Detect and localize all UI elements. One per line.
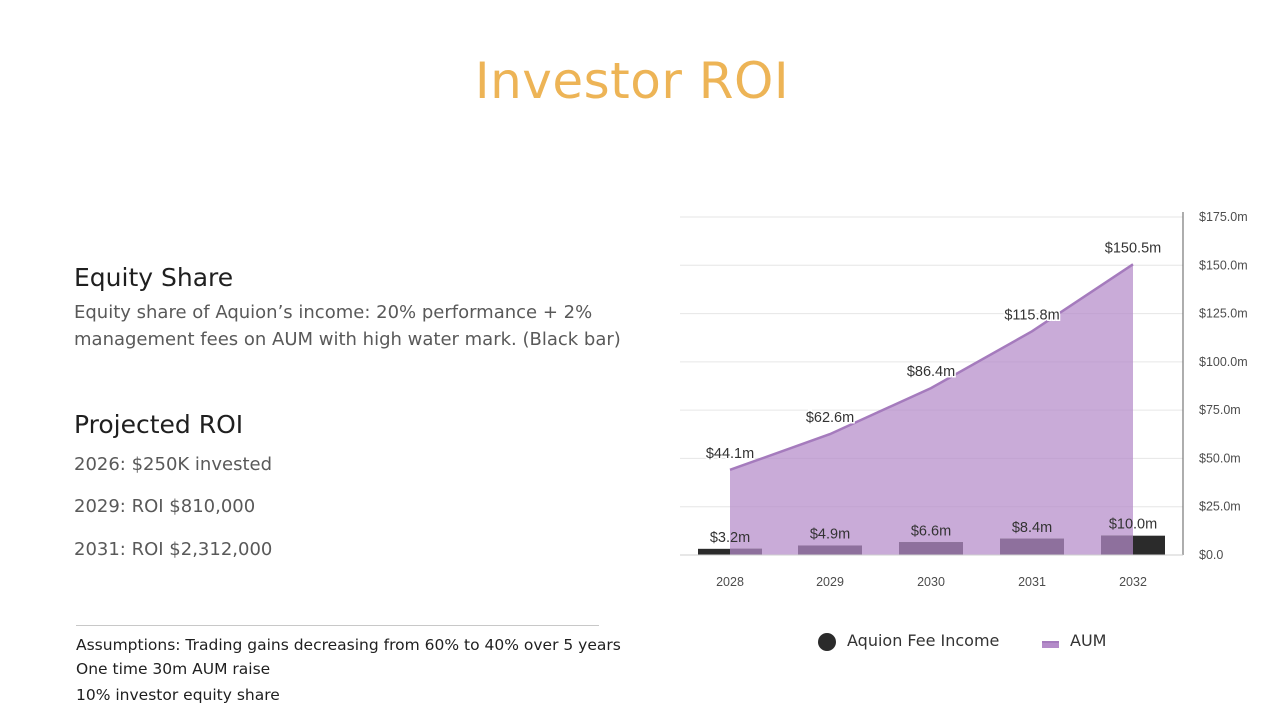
x-tick-label: 2031 (1018, 575, 1046, 589)
roi-line-2031: 2031: ROI $2,312,000 (74, 539, 273, 560)
aum-line (729, 263, 1134, 472)
y-tick-label: $175.0m (1199, 210, 1248, 224)
assumption-equity-share: 10% investor equity share (76, 686, 280, 704)
fee-income-data-label: $6.6m (911, 523, 951, 539)
fee-income-data-label: $4.9m (810, 527, 850, 543)
x-tick-label: 2032 (1119, 575, 1147, 589)
aum-area (730, 264, 1133, 555)
y-tick-label: $100.0m (1199, 355, 1248, 369)
fee-income-bar-overlay (899, 542, 963, 555)
aum-data-label: $150.5m (1105, 240, 1161, 256)
projected-roi-heading: Projected ROI (74, 410, 244, 439)
fee-income-bar-overlay (1000, 538, 1064, 555)
roi-chart: $0.0 $25.0m $50.0m $75.0m $100.0m $125.0m $150… (680, 210, 1248, 589)
roi-line-2026: 2026: $250K invested (74, 454, 272, 475)
equity-share-description: Equity share of Aquion’s income: 20% per… (74, 302, 621, 350)
y-tick-label: $0.0 (1199, 548, 1223, 562)
slide-title: Investor ROI (474, 52, 790, 110)
assumption-trading-gains: Assumptions: Trading gains decreasing fr… (76, 636, 621, 654)
y-tick-label: $125.0m (1199, 307, 1248, 321)
fee-income-bar-overlay (798, 545, 862, 555)
fee-income-bar-overlay (1101, 535, 1133, 555)
aum-data-label: $86.4m (907, 364, 955, 380)
y-tick-label: $150.0m (1199, 258, 1248, 272)
fee-income-legend-marker (818, 633, 836, 651)
equity-share-heading: Equity Share (74, 263, 234, 292)
aum-data-label: $44.1m (706, 446, 754, 462)
aum-data-label: $62.6m (806, 410, 854, 426)
x-tick-label: 2030 (917, 575, 945, 589)
aum-legend-label: AUM (1070, 631, 1107, 650)
fee-income-data-label: $10.0m (1109, 517, 1157, 533)
y-tick-label: $50.0m (1199, 451, 1241, 465)
assumption-aum-raise: One time 30m AUM raise (76, 660, 271, 678)
x-tick-label: 2028 (716, 575, 744, 589)
fee-income-legend-label: Aquion Fee Income (847, 631, 1000, 650)
aum-legend-marker (1042, 641, 1059, 648)
fee-income-data-label: $8.4m (1012, 520, 1052, 536)
y-tick-label: $75.0m (1199, 403, 1241, 417)
aum-data-label: $115.8m (1004, 307, 1059, 323)
y-tick-label: $25.0m (1199, 500, 1241, 514)
x-tick-label: 2029 (816, 575, 844, 589)
fee-income-bar-overlay (730, 548, 762, 555)
fee-income-data-label: $3.2m (710, 530, 750, 546)
roi-line-2029: 2029: ROI $810,000 (74, 496, 256, 517)
assumptions-divider (76, 625, 599, 626)
